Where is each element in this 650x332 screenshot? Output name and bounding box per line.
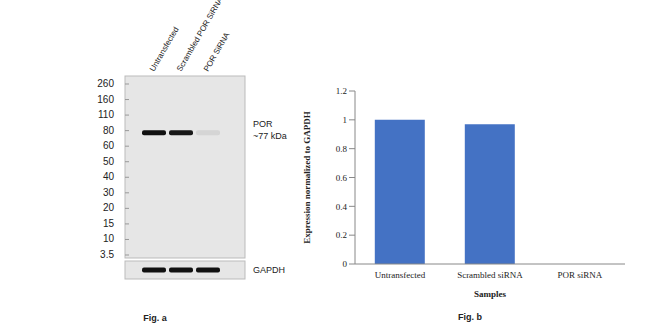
svg-text:15: 15: [103, 218, 115, 229]
svg-text:0.6: 0.6: [336, 173, 348, 183]
svg-text:80: 80: [103, 125, 115, 136]
svg-text:Samples: Samples: [474, 289, 507, 299]
svg-text:Untransfected: Untransfected: [147, 25, 181, 73]
svg-text:POR SiRNA: POR SiRNA: [202, 30, 232, 73]
svg-text:~77 kDa: ~77 kDa: [253, 131, 287, 141]
svg-text:0.4: 0.4: [336, 202, 348, 212]
svg-text:30: 30: [103, 187, 115, 198]
html-text:Fig. b: Fig. b: [458, 312, 482, 322]
svg-text:POR: POR: [253, 119, 273, 129]
svg-text:20: 20: [103, 202, 115, 213]
svg-text:Scrambled siRNA: Scrambled siRNA: [457, 270, 523, 280]
svg-text:0.8: 0.8: [336, 144, 348, 154]
svg-text:Untransfected: Untransfected: [375, 270, 426, 280]
svg-text:10: 10: [103, 233, 115, 244]
svg-text:1.2: 1.2: [336, 86, 347, 96]
svg-text:110: 110: [98, 109, 114, 120]
svg-text:Expression normalized to GAPDH: Expression normalized to GAPDH: [302, 111, 312, 244]
svg-text:60: 60: [103, 140, 115, 151]
svg-text:0: 0: [343, 259, 348, 269]
svg-text:40: 40: [103, 171, 115, 182]
svg-text:GAPDH: GAPDH: [253, 265, 285, 275]
svg-text:160: 160: [97, 94, 114, 105]
svg-text:1: 1: [343, 115, 348, 125]
svg-text:260: 260: [97, 78, 114, 89]
svg-text:Fig. a: Fig. a: [143, 313, 167, 323]
svg-text:0.2: 0.2: [336, 230, 347, 240]
svg-text:3.5: 3.5: [100, 249, 114, 260]
svg-text:POR siRNA: POR siRNA: [558, 270, 603, 280]
svg-text:Scrambled POR SiRNA: Scrambled POR SiRNA: [175, 0, 225, 73]
svg-text:50: 50: [103, 156, 115, 167]
